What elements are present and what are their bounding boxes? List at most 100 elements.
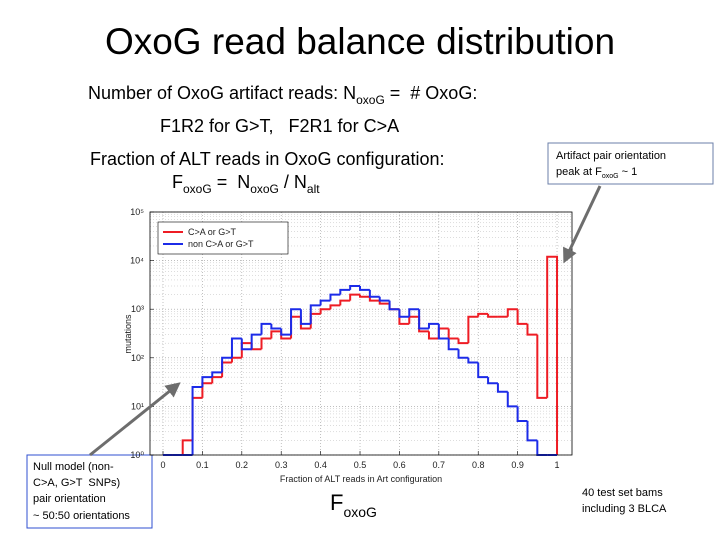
plot-frame xyxy=(149,211,573,456)
histogram-step xyxy=(290,308,301,335)
histogram-step xyxy=(467,315,479,344)
histogram-step xyxy=(270,323,282,330)
legend-box xyxy=(157,221,289,255)
histogram-step xyxy=(299,309,311,325)
histogram-step xyxy=(211,371,223,378)
histogram-step xyxy=(477,312,489,317)
histogram-step xyxy=(487,313,498,318)
y-tick-label: 10¹ xyxy=(131,401,144,411)
text-line: F1R2 for G>T, F2R1 for C>A xyxy=(160,116,399,136)
histogram-step xyxy=(437,323,449,340)
y-tick-label: 10⁰ xyxy=(130,450,144,460)
histogram-step xyxy=(368,296,380,302)
histogram-step xyxy=(191,386,203,455)
callout-text: Artifact pair orientation xyxy=(556,150,666,162)
histogram-step xyxy=(516,309,528,325)
histogram-step xyxy=(329,304,341,310)
histogram-step xyxy=(477,362,489,379)
text: oxoG xyxy=(356,93,385,107)
text: / N xyxy=(279,172,307,192)
bottom-label: FoxoG xyxy=(330,490,377,520)
x-tick-label: 0.8 xyxy=(472,460,485,470)
histogram-step xyxy=(378,296,390,302)
x-tick-label: 0.9 xyxy=(511,460,524,470)
histogram-step xyxy=(230,337,242,358)
histogram-step xyxy=(309,304,321,324)
histogram-step xyxy=(418,309,429,330)
text: F xyxy=(172,172,183,192)
callout-text: peak at FoxoG ~ 1 xyxy=(556,166,637,180)
histogram-step xyxy=(536,334,548,399)
text-line: Number of OxoG artifact reads: NoxoG = #… xyxy=(88,83,477,107)
note: including 3 BLCA xyxy=(582,503,667,515)
histogram-step xyxy=(427,322,439,329)
histogram-step xyxy=(201,376,213,388)
text-line: FoxoG = NoxoG / Nalt xyxy=(172,172,320,196)
callout-text: pair orientation xyxy=(33,493,106,505)
text: = N xyxy=(212,172,251,192)
callout-text: ~ 50:50 orientations xyxy=(33,510,130,522)
histogram-step xyxy=(260,322,272,335)
histogram-step xyxy=(359,286,370,291)
legend-label: C>A or G>T xyxy=(188,227,237,237)
histogram-step xyxy=(398,309,410,318)
histogram-step xyxy=(250,333,262,350)
histogram-step xyxy=(388,300,400,311)
text: F xyxy=(330,490,343,515)
histogram-step xyxy=(546,255,559,455)
text-line: Fraction of ALT reads in OxoG configurat… xyxy=(90,149,445,169)
histogram-step xyxy=(487,377,498,385)
histogram-step xyxy=(457,338,469,345)
histogram-step xyxy=(526,323,538,336)
x-tick-label: 0.3 xyxy=(275,460,288,470)
histogram-step xyxy=(349,285,361,290)
text: oxoG xyxy=(250,182,279,196)
histogram-step xyxy=(221,356,232,373)
text: = # OxoG: xyxy=(385,83,478,103)
histogram-step xyxy=(378,300,390,305)
x-tick-label: 1 xyxy=(555,460,560,470)
chart: 0 0.1 0.2 0.3 0.4 0.5 0.6 0.7 0.8 0.9 1 10⁰ 10¹ 10² 10… xyxy=(130,207,573,470)
histogram-step xyxy=(329,293,341,301)
callout-text: Null model (non- xyxy=(33,461,114,473)
histogram-step xyxy=(339,299,351,306)
histogram-step xyxy=(368,289,380,298)
text: oxoG xyxy=(343,504,376,520)
y-axis-label: mutations xyxy=(123,314,133,354)
text: peak at F xyxy=(556,166,602,178)
histogram-step xyxy=(319,299,331,306)
histogram-step xyxy=(496,383,508,393)
histogram-step xyxy=(516,406,528,423)
x-tick-label: 0.2 xyxy=(236,460,249,470)
x-tick-label: 0.7 xyxy=(433,460,446,470)
histogram-step xyxy=(280,328,292,336)
legend-label: non C>A or G>T xyxy=(188,239,254,249)
histogram-step xyxy=(447,338,459,351)
histogram-step xyxy=(211,376,223,384)
text: ~ 1 xyxy=(619,166,638,178)
x-tick-label: 0 xyxy=(160,460,165,470)
text: Number of OxoG artifact reads: N xyxy=(88,83,356,103)
x-axis-label: Fraction of ALT reads in Art configurati… xyxy=(280,474,442,484)
text: alt xyxy=(307,182,320,196)
x-tick-label: 0.5 xyxy=(354,460,367,470)
histogram-step xyxy=(506,391,518,408)
histogram-step xyxy=(526,421,538,442)
y-tick-label: 10⁴ xyxy=(130,256,144,266)
histogram-step xyxy=(270,330,282,339)
histogram-step xyxy=(339,288,351,295)
histogram-step xyxy=(349,293,361,301)
x-tick-label: 0.4 xyxy=(314,460,327,470)
arrow xyxy=(563,185,602,264)
callout-box xyxy=(547,142,714,185)
x-tick-label: 0.6 xyxy=(393,460,406,470)
histogram-step xyxy=(506,308,518,317)
callout-box xyxy=(26,454,153,529)
histogram-step xyxy=(457,349,469,359)
histogram-step xyxy=(319,308,331,314)
arrow xyxy=(89,382,181,457)
y-tick-label: 10² xyxy=(131,353,144,363)
x-tick-label: 0.1 xyxy=(196,460,209,470)
callout-text: C>A, G>T SNPs) xyxy=(33,477,120,489)
slide-title: OxoG read balance distribution xyxy=(105,21,615,62)
